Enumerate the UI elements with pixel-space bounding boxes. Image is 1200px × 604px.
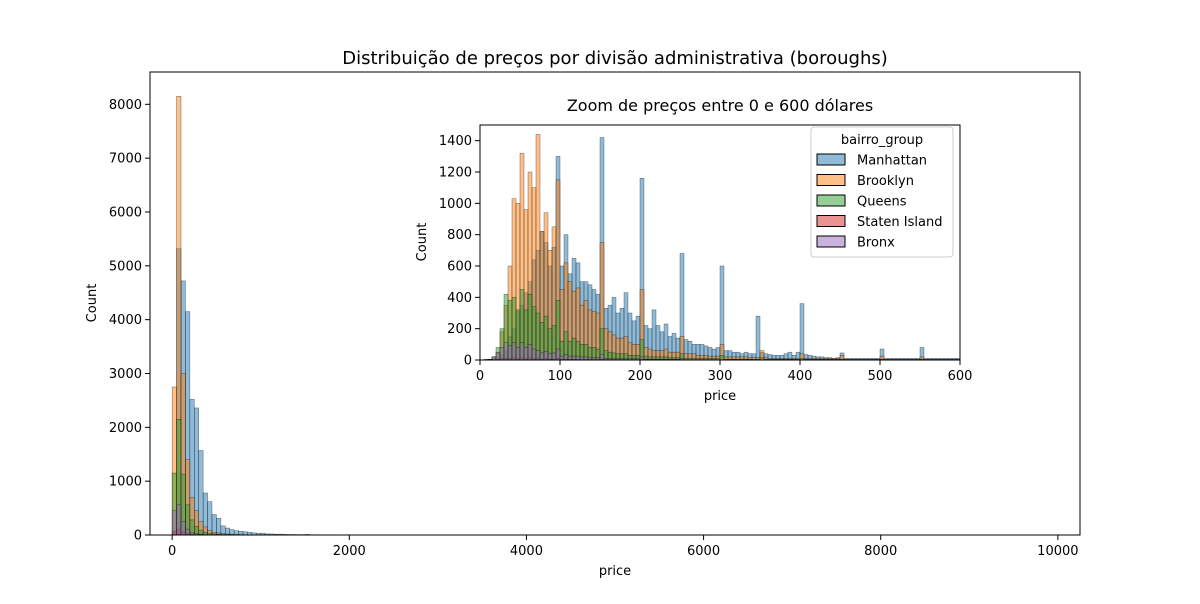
inset-bar-bronx [508,346,512,360]
main-y-tick-label: 5000 [109,259,142,274]
inset-bar-bronx [500,347,504,360]
inset-y-tick-label: 0 [464,354,472,369]
main-y-label: Count [85,284,100,323]
main-bar-bronx [172,511,176,535]
inset-bar-manhattan [800,304,804,360]
inset-bar-bronx [572,356,576,360]
inset-y-tick-label: 1200 [439,166,472,181]
legend-title: bairro_group [841,133,923,148]
inset-bar-bronx [512,343,516,360]
main-x-tick-label: 0 [168,544,176,559]
main-y-axis: 0 1000 2000 3000 4000 5000 6000 7000 8000 [109,98,150,544]
main-x-tick-label: 8000 [864,544,897,559]
main-bar-manhattan [212,515,216,535]
legend-label-queens: Queens [857,195,907,210]
inset-y-label: Count [415,223,430,262]
inset-bar-bronx [560,356,564,360]
legend-swatch-brooklyn [817,175,845,186]
inset-bar-bronx [528,344,532,360]
main-bar-bronx [177,505,181,535]
inset-y-tick-label: 200 [447,322,472,337]
inset-bar-bronx [600,355,604,360]
legend-label-manhattan: Manhattan [857,154,927,169]
main-chart-title: Distribuição de preços por divisão admin… [342,48,888,69]
inset-bar-bronx [524,347,528,360]
inset-bar-bronx [552,353,556,360]
legend: bairro_group Manhattan Brooklyn Queens Stat… [811,127,953,257]
inset-bar-bronx [564,355,568,360]
inset-bar-bronx [496,353,500,360]
inset-bar-queens [720,355,724,360]
inset-y-axis: 0 200 400 600 800 1000 1200 1400 [439,134,480,368]
inset-bar-bronx [536,351,540,360]
inset-x-axis: 0 100 200 300 400 500 600 [476,360,973,384]
inset-bar-bronx [504,343,508,360]
main-x-tick-label: 2000 [333,544,366,559]
main-y-tick-label: 1000 [109,475,142,490]
legend-label-bronx: Bronx [857,236,895,251]
main-y-tick-label: 6000 [109,205,142,220]
main-y-tick-label: 2000 [109,421,142,436]
inset-x-tick-label: 200 [628,369,653,384]
main-y-tick-label: 4000 [109,313,142,328]
main-x-label: price [599,564,631,579]
inset-bar-manhattan [756,316,760,360]
inset-x-tick-label: 500 [868,369,893,384]
inset-x-tick-label: 300 [708,369,733,384]
inset-chart-title: Zoom de preços entre 0 e 600 dólares [567,96,873,115]
main-y-tick-label: 8000 [109,98,142,113]
inset-bar-bronx [568,356,572,360]
main-bars [172,96,349,535]
legend-label-brooklyn: Brooklyn [857,174,914,189]
inset-x-tick-label: 400 [788,369,813,384]
inset-bar-bronx [548,354,552,360]
main-x-axis: 0 2000 4000 6000 8000 10000 [168,535,1079,559]
inset-y-tick-label: 400 [447,291,472,306]
main-y-tick-label: 0 [134,529,142,544]
legend-swatch-queens [817,195,845,206]
main-x-tick-label: 6000 [687,544,720,559]
inset-bar-bronx [532,349,536,360]
inset-bar-bronx [540,353,544,360]
main-bar-bronx [181,522,185,535]
main-x-tick-label: 10000 [1037,544,1078,559]
legend-swatch-bronx [817,236,845,247]
main-bar-manhattan [208,502,212,535]
inset-y-tick-label: 1400 [439,134,472,149]
main-y-tick-label: 3000 [109,367,142,382]
inset-x-tick-label: 0 [476,369,484,384]
inset-y-tick-label: 600 [447,260,472,275]
inset-bar-bronx [544,351,548,360]
inset-bar-bronx [556,349,560,360]
legend-swatch-manhattan [817,154,845,165]
inset-y-tick-label: 800 [447,228,472,243]
inset-y-tick-label: 1000 [439,197,472,212]
inset-bar-bronx [516,347,520,360]
main-bar-manhattan [216,518,220,535]
inset-x-tick-label: 100 [548,369,573,384]
main-x-tick-label: 4000 [510,544,543,559]
legend-label-staten-island: Staten Island [857,215,942,230]
inset-x-tick-label: 600 [948,369,973,384]
inset-chart: Zoom de preços entre 0 e 600 dólares 0 10… [415,96,972,404]
legend-swatch-staten-island [817,216,845,227]
main-bar-bronx [185,529,189,535]
main-y-tick-label: 7000 [109,152,142,167]
inset-bar-bronx [520,343,524,360]
inset-x-label: price [704,389,736,404]
inset-bar-bronx [576,356,580,360]
